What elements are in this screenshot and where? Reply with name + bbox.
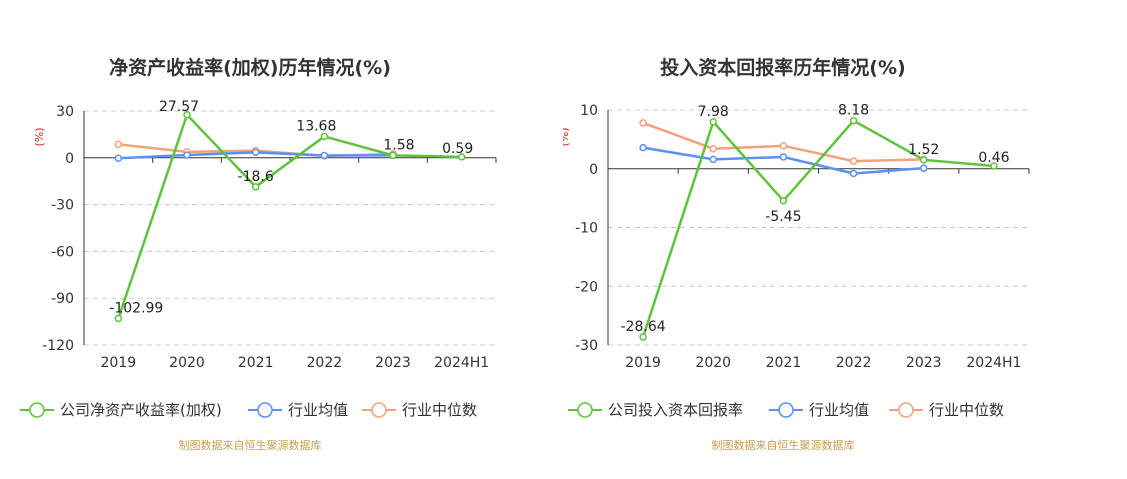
roic-x-tick-label: 2023 — [906, 355, 942, 371]
roe-series-0-point — [389, 151, 397, 160]
roic-y-tick-label: 10 — [580, 103, 598, 119]
roic-data-label: 7.98 — [698, 104, 729, 120]
roic-series-2-point — [639, 119, 647, 127]
roe-y-tick-label: -60 — [51, 244, 74, 260]
roic-series-1-point — [779, 153, 788, 161]
roe-legend-item-1: 行业均值 — [248, 401, 348, 419]
roe-series-0-point — [114, 314, 123, 323]
roe-source-note: 制图数据来自恒生聚源数据库 — [179, 438, 322, 452]
roic-legend-item-0: 公司投入资本回报率 — [568, 401, 743, 419]
roe-series-1-point — [183, 151, 191, 159]
legend-marker-icon — [898, 402, 914, 418]
roic-chart: 投入资本回报率历年情况(%) (%) 10 0 -10 -20 -30 2019 2020 202… — [563, 56, 1030, 452]
legend-label: 行业均值 — [288, 401, 348, 419]
roic-series-0-point — [849, 116, 858, 125]
roic-data-label: -5.45 — [765, 209, 801, 225]
roe-series-1-point — [114, 154, 123, 163]
roic-data-label: -28.64 — [621, 319, 666, 335]
roe-x-tick-label: 2021 — [238, 355, 274, 371]
roe-data-label: 0.59 — [442, 141, 473, 157]
legend-label: 行业中位数 — [929, 401, 1004, 419]
roe-x-tick-label: 2023 — [375, 355, 411, 371]
roe-chart-title: 净资产收益率(加权)历年情况(%) — [109, 56, 391, 79]
roic-series-0-point — [920, 156, 928, 164]
legend-label: 行业均值 — [809, 401, 869, 419]
legend-label: 行业中位数 — [402, 401, 477, 419]
roe-series-1-point — [251, 148, 260, 157]
roe-data-label: 1.58 — [383, 137, 414, 153]
roic-y-tick-label: -10 — [575, 221, 598, 237]
roic-data-label: 0.46 — [978, 150, 1009, 166]
roe-series-0-point — [183, 111, 191, 119]
roic-x-tick-label: 2021 — [766, 355, 802, 371]
roic-series-2-point — [849, 157, 858, 165]
roe-series-0-point — [457, 153, 466, 161]
roic-series-0-point — [709, 118, 717, 126]
roe-data-label: -18.6 — [238, 169, 274, 185]
legend-marker-icon — [577, 402, 593, 418]
roic-series-1-point — [920, 164, 928, 172]
roe-series-0-point — [320, 132, 329, 141]
roic-y-tick-label: -30 — [575, 338, 598, 354]
legend-marker-icon — [29, 402, 45, 418]
roic-x-tick-label: 2022 — [836, 355, 872, 371]
roe-x-tick-label: 2019 — [101, 355, 137, 371]
roe-y-tick-label: 30 — [56, 104, 74, 120]
roe-y-tick-label: -120 — [42, 338, 74, 354]
legend-label: 公司投入资本回报率 — [608, 401, 743, 419]
roic-y-tick-label: -20 — [575, 279, 598, 295]
roe-y-tick-label: 0 — [65, 151, 74, 167]
roic-y-axis-label: (%) — [563, 127, 571, 146]
roe-y-axis-label: (%) — [33, 127, 46, 146]
roe-y-tick-label: -30 — [51, 198, 74, 214]
roic-series-0-point — [990, 162, 998, 170]
roe-legend-item-2: 行业中位数 — [362, 401, 477, 419]
roe-series-line-0 — [117, 112, 462, 319]
roic-data-label: 8.18 — [838, 103, 869, 119]
roic-series-1-point — [709, 155, 717, 164]
roic-series-line-0 — [641, 119, 995, 338]
roic-series-2-point — [709, 145, 717, 153]
roe-x-tick-label: 2022 — [307, 355, 343, 371]
roe-data-label: 13.68 — [296, 118, 336, 134]
roe-x-tick-label: 2024H1 — [434, 355, 489, 371]
roic-series-1-point — [639, 143, 647, 152]
roic-source-note: 制图数据来自恒生聚源数据库 — [712, 438, 855, 452]
legend-marker-icon — [778, 402, 794, 418]
legend-label: 公司净资产收益率(加权) — [60, 401, 222, 419]
roic-series-2-point — [779, 142, 788, 150]
roe-legend-item-0: 公司净资产收益率(加权) — [20, 401, 222, 419]
roic-x-tick-label: 2020 — [695, 355, 731, 371]
legend-marker-icon — [257, 402, 273, 418]
roic-y-tick-label: 0 — [589, 162, 598, 178]
roic-x-tick-label: 2024H1 — [966, 355, 1021, 371]
roe-series-2-point — [114, 140, 123, 149]
legend-marker-icon — [371, 402, 387, 418]
roe-chart: 净资产收益率(加权)历年情况(%) (%) 30 0 -30 -60 -90 -120 2019… — [20, 56, 497, 452]
roic-x-tick-label: 2019 — [625, 355, 661, 371]
roic-series-0-point — [639, 333, 647, 341]
roe-y-tick-label: -90 — [51, 291, 74, 307]
roe-data-label: 27.57 — [159, 99, 199, 115]
roic-series-0-point — [779, 197, 788, 205]
roe-series-1-point — [320, 151, 329, 160]
roic-data-label: 1.52 — [908, 142, 939, 158]
roe-x-tick-label: 2020 — [169, 355, 205, 371]
roic-legend-item-2: 行业中位数 — [889, 401, 1004, 419]
roe-data-label: -102.99 — [109, 300, 163, 316]
roic-series-1-point — [849, 169, 858, 178]
roe-series-0-point — [251, 183, 260, 191]
roic-chart-title: 投入资本回报率历年情况(%) — [660, 56, 905, 79]
roic-legend-item-1: 行业均值 — [769, 401, 869, 419]
